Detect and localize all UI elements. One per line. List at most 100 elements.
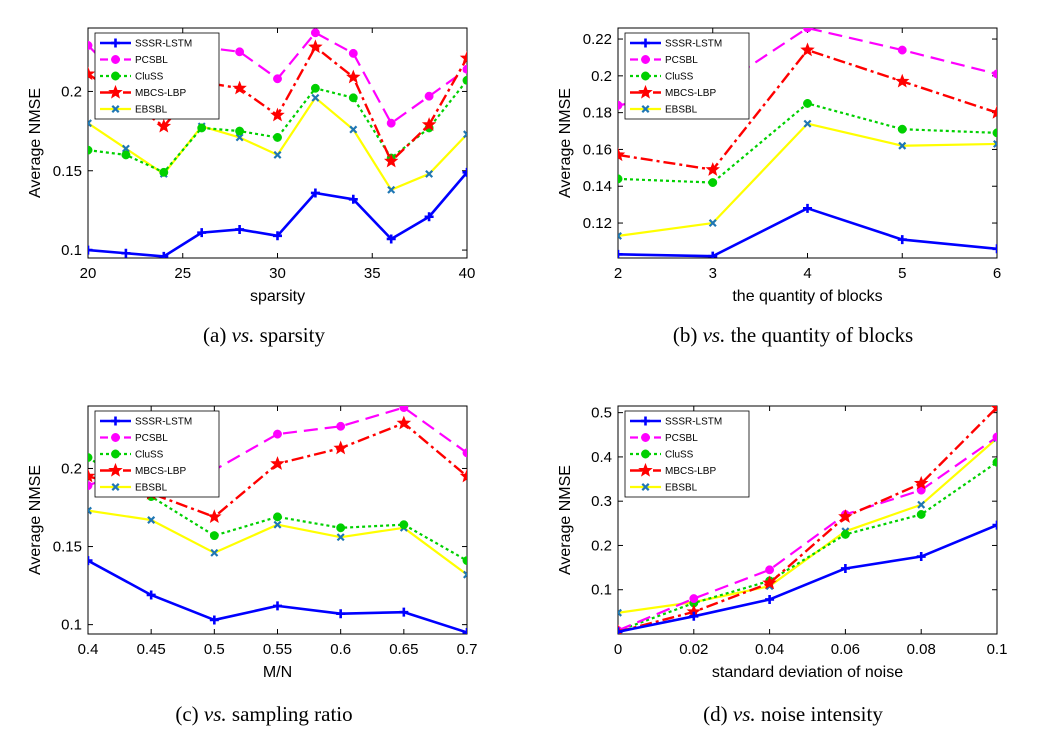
data-point-pcsbl <box>235 47 245 57</box>
caption-prefix: (c) <box>175 702 199 726</box>
series-group <box>618 28 997 258</box>
legend-label: PCSBL <box>135 55 168 66</box>
data-point-mbcs-lbp <box>270 456 285 470</box>
data-point-sssr-lstm <box>146 590 156 600</box>
data-point-mbcs-lbp <box>88 66 96 81</box>
data-point-sssr-lstm <box>386 234 396 244</box>
data-point-sssr-lstm <box>88 245 93 255</box>
data-point-pcsbl <box>88 481 93 491</box>
data-point-ebsbl <box>88 119 92 128</box>
data-point-mbcs-lbp <box>346 69 361 84</box>
legend-marker <box>111 38 120 48</box>
data-point-mbcs-lbp <box>207 509 222 524</box>
data-point-mbcs-lbp <box>989 105 997 119</box>
legend-label: CluSS <box>135 72 164 83</box>
data-point-ebsbl <box>88 506 92 515</box>
legend-marker <box>641 71 650 81</box>
data-point-cluss <box>336 523 346 533</box>
legend-marker <box>641 55 650 64</box>
legend-marker <box>111 416 120 426</box>
data-point-pcsbl <box>399 406 409 413</box>
data-point-sssr-lstm <box>121 248 131 258</box>
y-axis-label: Average NMSE <box>27 88 44 198</box>
chart-panel-b: 2 3 4 5 6 0.12 0.14 0.16 0.18 0.2 0.22 the quantity… <box>557 27 1001 305</box>
caption-vs: vs. <box>702 323 726 347</box>
data-point-mbcs-lbp <box>991 406 997 414</box>
y-tick-label: 0.16 <box>583 141 612 158</box>
data-point-mbcs-lbp <box>156 118 172 133</box>
caption-b: (b) vs. the quantity of blocks <box>673 323 913 348</box>
legend-label: PCSBL <box>665 433 698 444</box>
series-line-sssr-lstm <box>618 523 997 634</box>
data-point-sssr-lstm <box>916 552 926 562</box>
data-point-ebsbl <box>898 141 907 150</box>
data-point-cluss <box>708 178 718 188</box>
data-point-sssr-lstm <box>88 556 93 566</box>
chart-panel-d: 0 0.02 0.04 0.06 0.08 0.1 0.1 0.2 0.3 0.4 0.5 stand… <box>557 405 1007 681</box>
data-point-mbcs-lbp <box>913 475 929 490</box>
x-tick-label: 0 <box>614 641 622 658</box>
data-point-sssr-lstm <box>273 231 282 241</box>
data-point-cluss <box>897 124 907 134</box>
data-point-sssr-lstm <box>336 609 346 619</box>
data-point-sssr-lstm <box>765 594 775 604</box>
x-tick-label: 0.5 <box>204 641 225 658</box>
series-line-sssr-lstm <box>618 207 997 258</box>
data-point-sssr-lstm <box>803 203 812 213</box>
caption-a: (a) vs. sparsity <box>203 323 325 348</box>
data-point-cluss <box>121 150 131 160</box>
data-point-mbcs-lbp <box>396 415 412 430</box>
data-point-sssr-lstm <box>462 627 467 634</box>
x-tick-label: 0.02 <box>679 641 708 658</box>
series-line-ebsbl <box>618 122 997 238</box>
caption-c: (c) vs. sampling ratio <box>175 702 352 727</box>
legend-marker <box>111 433 120 442</box>
data-point-pcsbl <box>897 45 907 55</box>
legend-marker <box>638 84 653 99</box>
legend-label: MBCS-LBP <box>135 466 186 477</box>
y-tick-label: 0.5 <box>591 405 612 422</box>
x-tick-label: 0.65 <box>389 641 418 658</box>
legend-label: MBCS-LBP <box>135 88 186 99</box>
legend-label: SSSR-LSTM <box>135 39 192 50</box>
data-point-cluss <box>197 123 207 133</box>
x-axis-label: sparsity <box>250 288 305 305</box>
data-point-cluss <box>840 529 850 539</box>
chart-panel-c: 0.4 0.45 0.5 0.55 0.6 0.65 0.7 0.1 0.15 0.2 M/N Ave… <box>27 405 477 681</box>
legend-label: PCSBL <box>665 55 698 66</box>
legend-marker <box>641 105 650 113</box>
data-point-pcsbl <box>386 118 396 128</box>
data-point-mbcs-lbp <box>838 509 853 523</box>
legend-marker <box>111 105 120 113</box>
data-point-pcsbl <box>88 40 93 50</box>
x-tick-label: 3 <box>709 265 717 282</box>
data-point-pcsbl <box>273 429 282 439</box>
data-point-sssr-lstm <box>209 615 219 625</box>
data-point-sssr-lstm <box>197 228 207 238</box>
data-point-mbcs-lbp <box>308 39 323 54</box>
data-point-cluss <box>159 167 169 177</box>
y-tick-label: 0.22 <box>583 31 612 48</box>
caption-text: sampling ratio <box>231 702 353 726</box>
series-line-sssr-lstm <box>88 171 467 258</box>
series-line-sssr-lstm <box>88 559 467 634</box>
legend-marker <box>641 433 650 442</box>
data-point-mbcs-lbp <box>459 468 467 483</box>
data-point-ebsbl <box>147 516 156 524</box>
data-point-cluss <box>273 512 282 522</box>
data-point-ebsbl <box>425 169 434 178</box>
data-point-cluss <box>462 75 467 85</box>
caption-text: sparsity <box>259 323 325 347</box>
data-point-mbcs-lbp <box>705 162 720 176</box>
y-axis-label: Average NMSE <box>557 88 574 198</box>
data-point-mbcs-lbp <box>270 107 285 122</box>
y-tick-label: 0.1 <box>61 617 82 634</box>
data-point-sssr-lstm <box>618 249 623 258</box>
data-point-mbcs-lbp <box>618 147 626 162</box>
data-point-cluss <box>992 128 997 138</box>
data-point-cluss <box>803 98 812 108</box>
data-point-ebsbl <box>121 144 130 153</box>
data-point-cluss <box>462 556 467 566</box>
data-point-cluss <box>235 126 245 136</box>
